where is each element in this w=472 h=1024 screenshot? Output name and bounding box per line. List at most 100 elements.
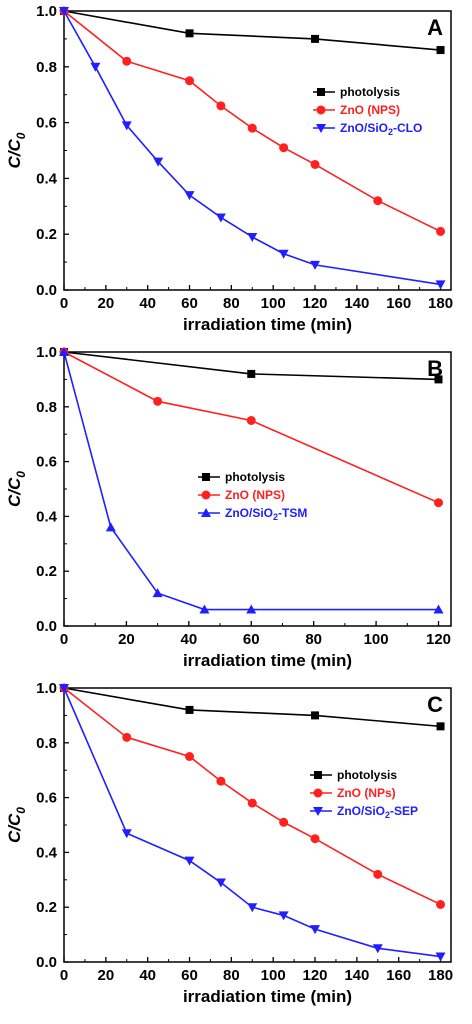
plot-frame: [63, 687, 452, 963]
y-tick-label: 0.6: [36, 790, 57, 807]
data-point: [59, 347, 69, 356]
data-point: [185, 752, 195, 761]
legend-marker: [202, 473, 210, 481]
series-2: [59, 7, 446, 290]
legend-entry: ZnO (NPS): [225, 488, 285, 502]
data-point: [122, 56, 132, 66]
legend-entry: ZnO (NPs): [337, 786, 396, 800]
y-tick-label: 1.0: [36, 680, 57, 697]
data-point: [310, 925, 321, 935]
x-tick-label: 80: [223, 295, 240, 312]
x-tick-label: 120: [426, 631, 451, 648]
panel-letter: C: [427, 692, 443, 717]
y-tick-label: 0.0: [36, 618, 57, 635]
x-tick-label: 80: [223, 967, 240, 984]
y-tick-label: 0.4: [36, 170, 58, 187]
legend-marker: [314, 771, 322, 779]
y-tick-label: 0.6: [36, 115, 57, 132]
legend: photolysis ZnO (NPS) ZnO/SiO2-TSM: [198, 470, 307, 522]
y-axis-title-sub: 0: [14, 132, 28, 139]
x-tick-label: 180: [428, 295, 453, 312]
data-point: [310, 260, 321, 270]
x-tick-label: 100: [261, 295, 286, 312]
data-point: [373, 869, 383, 879]
y-axis-title-sub: 0: [14, 471, 28, 478]
data-point: [153, 157, 164, 167]
data-point: [247, 369, 256, 378]
legend-entry-name: ZnO/SiO: [340, 121, 388, 135]
x-tick-label: 100: [364, 631, 389, 648]
legend-entry: photolysis: [225, 470, 285, 484]
y-tick-label: 0.2: [36, 899, 57, 916]
data-point: [435, 280, 446, 290]
legend-marker: [313, 788, 323, 798]
y-tick-label: 0.8: [36, 735, 57, 752]
chart-panel-B: 0 20 40 60 80 100 1200.00.20.40.60.81.0irradia…: [5, 344, 452, 670]
x-tick-label: 60: [243, 631, 260, 648]
data-point: [434, 375, 443, 384]
legend-entry-sub: 2: [388, 127, 393, 137]
y-axis-title-sub: 0: [14, 807, 28, 814]
panel-letter: B: [427, 356, 443, 381]
legend-marker: [201, 508, 211, 517]
x-tick-label: 140: [344, 967, 369, 984]
legend-entry: ZnO (NPS): [340, 103, 400, 117]
y-tick-label: 0.4: [36, 508, 58, 525]
legend-entry-name: photolysis: [337, 768, 397, 782]
legend: photolysis ZnO (NPS) ZnO/SiO2-CLO: [313, 85, 422, 137]
data-point: [90, 62, 101, 72]
data-point: [311, 711, 320, 720]
legend-entry: photolysis: [337, 768, 397, 782]
legend-marker: [316, 105, 326, 115]
legend-marker: [313, 807, 323, 816]
legend-entry-suffix: -CLO: [393, 121, 422, 135]
data-point: [278, 249, 289, 259]
x-tick-label: 120: [303, 295, 328, 312]
x-tick-label: 20: [118, 631, 135, 648]
y-axis-title: C/C0: [5, 132, 28, 168]
x-tick-label: 40: [139, 295, 156, 312]
data-point: [184, 191, 195, 201]
data-point: [373, 196, 383, 206]
data-point: [279, 143, 289, 153]
y-tick-label: 0.8: [36, 59, 57, 76]
x-tick-label: 120: [303, 967, 328, 984]
series-line: [63, 351, 439, 611]
x-tick-label: 160: [386, 967, 411, 984]
legend-entry: ZnO/SiO2-SEP: [337, 804, 418, 820]
legend-entry-name: ZnO (NPS): [225, 488, 285, 502]
x-tick-label: 60: [181, 295, 198, 312]
y-tick-label: 0.0: [36, 282, 57, 299]
data-point: [199, 604, 210, 614]
legend-entry-name: ZnO (NPS): [340, 103, 400, 117]
legend-entry-name: ZnO (NPs): [337, 786, 396, 800]
y-axis-title-main: C/C: [5, 477, 24, 507]
series-line: [63, 351, 439, 504]
y-tick-label: 1.0: [36, 3, 57, 20]
data-point: [122, 732, 132, 742]
x-tick-label: 0: [60, 967, 68, 984]
y-axis-title-main: C/C: [5, 813, 24, 843]
x-tick-label: 0: [60, 631, 68, 648]
x-tick-label: 100: [261, 967, 286, 984]
data-point: [436, 46, 445, 55]
data-point: [434, 498, 444, 508]
data-point: [215, 213, 226, 223]
chart-panel-C: 0 20 40 60 80 100 120 140 160 1800.00.20.40.60.81…: [5, 680, 453, 1006]
panel-letter: A: [427, 15, 443, 40]
x-tick-label: 0: [60, 295, 68, 312]
series-line: [63, 10, 441, 51]
data-point: [184, 856, 195, 866]
y-tick-label: 0.4: [36, 844, 58, 861]
legend-entry-suffix: -SEP: [390, 804, 418, 818]
data-point: [247, 123, 257, 133]
legend-marker: [201, 490, 211, 500]
x-tick-label: 140: [344, 295, 369, 312]
data-point: [153, 396, 163, 406]
x-axis-title: irradiation time (min): [183, 987, 352, 1006]
data-point: [59, 7, 69, 16]
data-point: [436, 899, 446, 909]
legend-entry-name: ZnO/SiO: [337, 804, 385, 818]
y-tick-label: 0.6: [36, 454, 57, 471]
data-point: [247, 903, 258, 913]
